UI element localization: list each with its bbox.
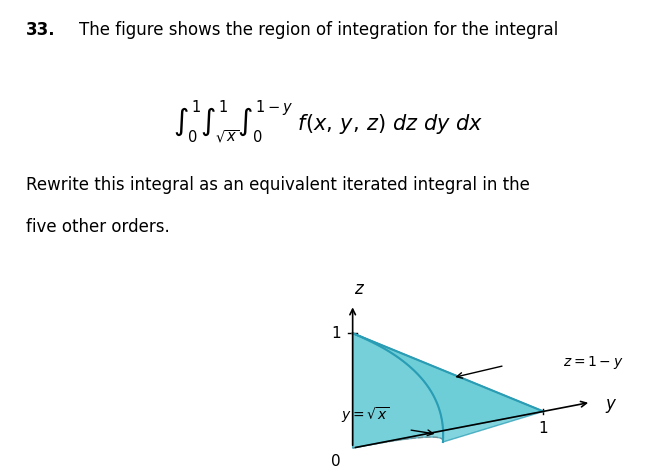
Text: 33.: 33.: [26, 21, 56, 39]
Text: y: y: [606, 395, 616, 413]
Polygon shape: [353, 333, 543, 442]
Text: 0: 0: [331, 454, 341, 469]
Text: Rewrite this integral as an equivalent iterated integral in the: Rewrite this integral as an equivalent i…: [26, 176, 530, 194]
Text: z: z: [354, 280, 363, 299]
Text: The figure shows the region of integration for the integral: The figure shows the region of integrati…: [79, 21, 558, 39]
Text: $z = 1 - y$: $z = 1 - y$: [563, 354, 623, 371]
Polygon shape: [353, 333, 443, 448]
Text: $y = \sqrt{x}$: $y = \sqrt{x}$: [341, 405, 389, 425]
Text: five other orders.: five other orders.: [26, 218, 170, 236]
Text: 1: 1: [539, 421, 548, 436]
Text: 1: 1: [331, 326, 341, 341]
Text: $\int_0^1 \int_{\sqrt{x}}^1 \int_0^{1-y}\ f(x,\, y,\, z)\ dz\ dy\ dx$: $\int_0^1 \int_{\sqrt{x}}^1 \int_0^{1-y}…: [173, 98, 484, 146]
Polygon shape: [353, 411, 543, 448]
Polygon shape: [353, 333, 543, 448]
